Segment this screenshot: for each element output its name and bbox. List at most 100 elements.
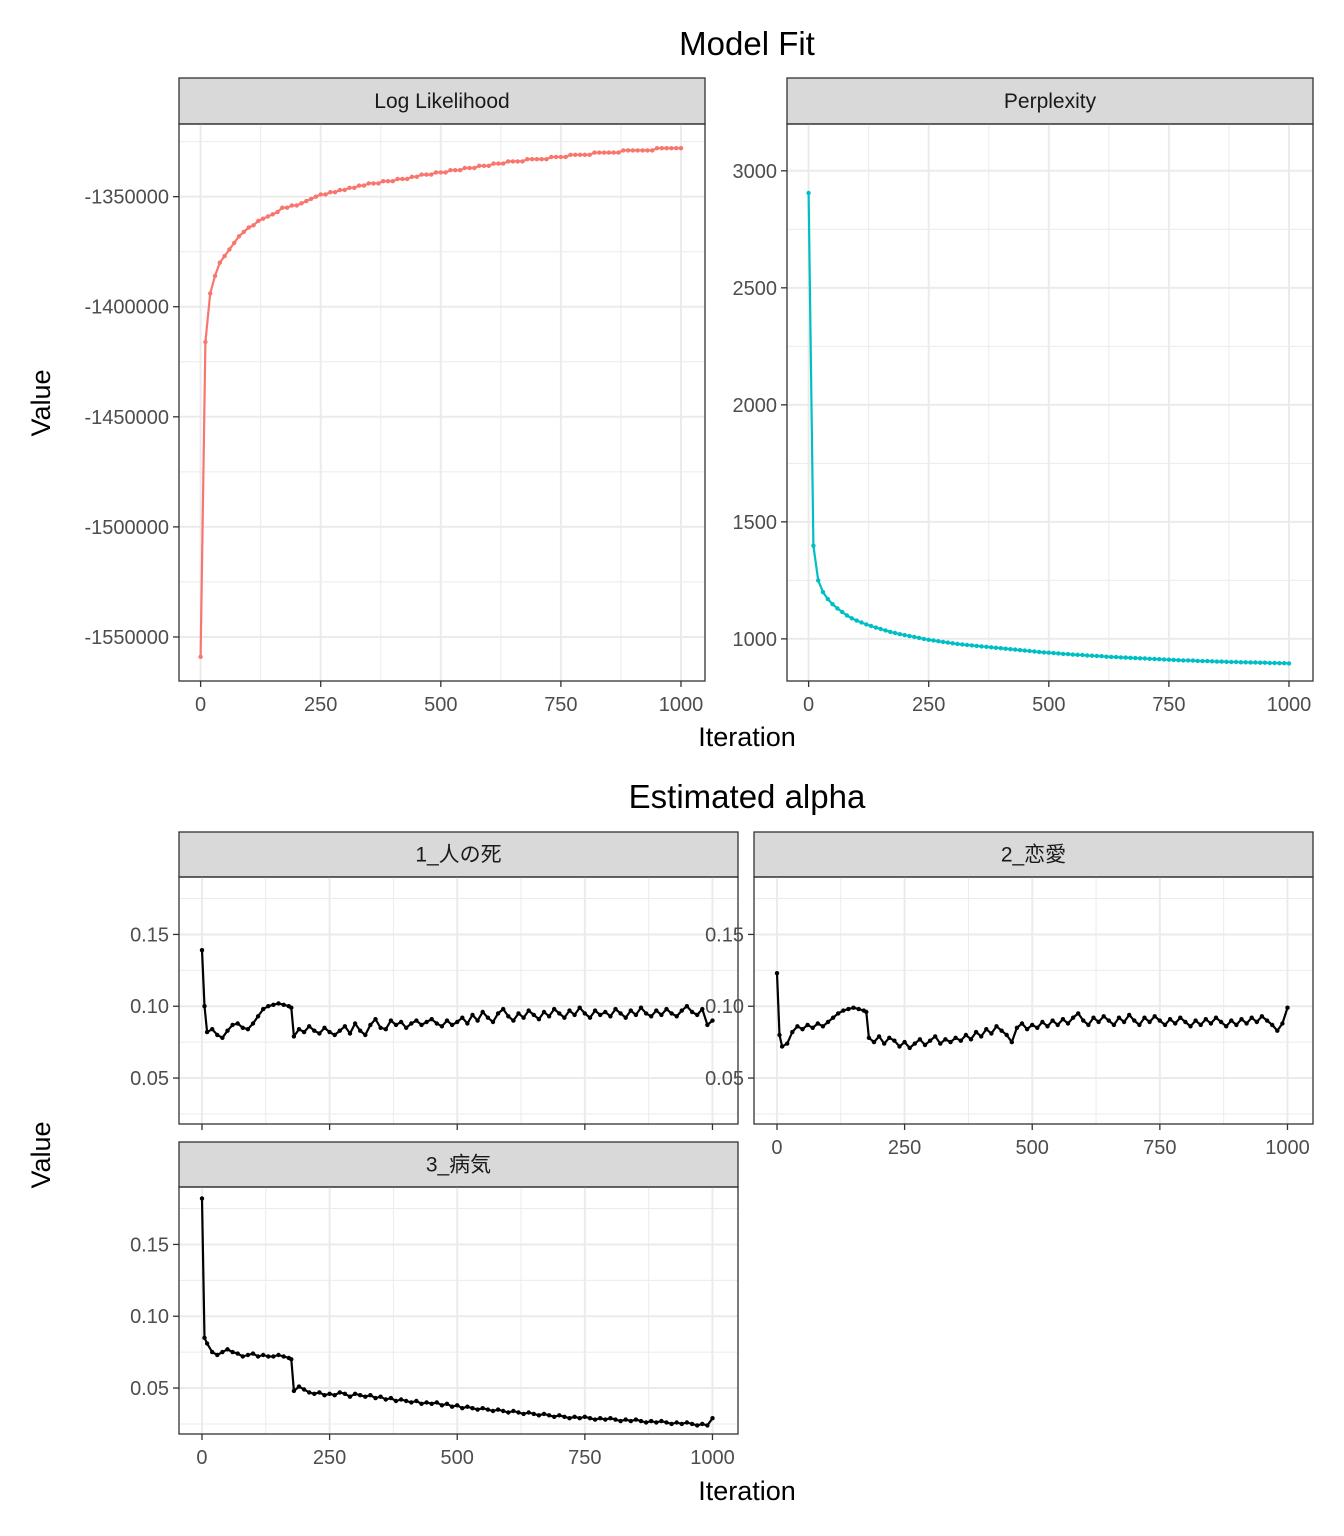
data-point-loglik — [457, 168, 463, 173]
data-point-loglik — [208, 291, 213, 296]
data-point-perplexity — [1113, 654, 1119, 660]
data-point-topic3 — [475, 1407, 480, 1412]
data-point-topic3 — [266, 1354, 271, 1359]
x-tick-label: 250 — [912, 694, 945, 716]
data-point-perplexity — [806, 190, 811, 196]
panel-perplexity: Perplexity 1000 1500 2000 2500 3000 0 250 500 750… — [733, 77, 1314, 716]
data-point-loglik — [371, 181, 376, 186]
bottom-y-axis-title: Value — [26, 1121, 56, 1188]
x-tick-label: 1000 — [690, 1447, 735, 1469]
data-point-topic2 — [851, 1005, 856, 1010]
data-point-topic1 — [506, 1014, 511, 1019]
data-point-topic2 — [882, 1041, 887, 1046]
data-point-topic2 — [1208, 1021, 1214, 1026]
data-point-topic2 — [1249, 1015, 1254, 1020]
data-point-topic3 — [250, 1351, 256, 1356]
data-point-perplexity — [859, 620, 864, 625]
strip-label-perplexity: Perplexity — [1004, 90, 1097, 113]
data-point-loglik — [539, 157, 544, 162]
data-point-topic3 — [679, 1421, 684, 1427]
data-point-topic2 — [1203, 1017, 1209, 1022]
data-point-topic1 — [582, 1011, 587, 1016]
data-point-topic2 — [1157, 1018, 1163, 1023]
data-point-loglik — [246, 225, 251, 230]
data-point-topic1 — [215, 1032, 220, 1038]
data-point-topic2 — [989, 1031, 994, 1036]
x-tick-label: 750 — [1143, 1137, 1176, 1159]
data-point-topic3 — [225, 1347, 230, 1352]
data-point-topic1 — [342, 1024, 348, 1029]
data-point-topic3 — [659, 1418, 664, 1424]
data-point-topic3 — [506, 1410, 511, 1415]
data-point-loglik — [577, 152, 583, 157]
data-point-topic2 — [836, 1011, 841, 1016]
panel-topic2: 2_恋愛 0.05 0.10 0.15 0 250 500 750 1000 — [705, 831, 1314, 1159]
data-point-loglik — [275, 209, 280, 215]
data-point-topic1 — [628, 1008, 633, 1013]
data-point-perplexity — [1037, 649, 1042, 655]
data-point-topic1 — [669, 1011, 674, 1016]
data-point-loglik — [395, 176, 400, 182]
data-point-perplexity — [825, 596, 830, 602]
data-point-loglik — [573, 152, 578, 157]
data-point-perplexity — [1056, 651, 1061, 656]
data-point-loglik — [356, 183, 362, 188]
panel-border-topic1 — [178, 876, 739, 1125]
data-point-loglik — [342, 187, 347, 193]
data-point-perplexity — [945, 640, 951, 645]
data-point-topic3 — [429, 1401, 434, 1407]
data-point-topic1 — [562, 1015, 567, 1020]
data-point-topic1 — [317, 1031, 322, 1036]
data-point-loglik — [212, 273, 218, 279]
data-point-topic2 — [1183, 1019, 1188, 1025]
data-point-topic1 — [439, 1024, 445, 1029]
data-point-topic1 — [291, 1034, 297, 1039]
data-point-topic3 — [337, 1390, 342, 1395]
data-point-perplexity — [1166, 657, 1172, 662]
data-point-topic2 — [938, 1041, 943, 1046]
data-point-perplexity — [1022, 648, 1027, 653]
panels: Log Likelihood -1550000 -1500000 -1450000 -1… — [84, 77, 1314, 1469]
y-tick-label: 1500 — [733, 512, 778, 534]
data-point-perplexity — [984, 644, 989, 649]
data-point-loglik — [385, 179, 391, 184]
data-point-topic2 — [892, 1038, 897, 1043]
data-point-topic1 — [511, 1018, 516, 1023]
data-point-perplexity — [1243, 660, 1248, 665]
data-point-topic1 — [281, 1002, 286, 1007]
top-y-axis-title: Value — [26, 369, 56, 436]
data-point-topic1 — [546, 1014, 552, 1019]
y-tick-label: 0.15 — [130, 1234, 169, 1256]
data-point-topic2 — [1162, 1022, 1168, 1028]
data-point-topic1 — [327, 1029, 332, 1035]
data-point-perplexity — [955, 641, 960, 647]
data-point-perplexity — [840, 609, 845, 615]
data-point-loglik — [405, 176, 410, 182]
data-point-topic1 — [312, 1028, 317, 1033]
data-point-loglik — [587, 152, 592, 157]
data-point-topic1 — [271, 1002, 276, 1007]
data-point-topic1 — [235, 1021, 240, 1026]
data-point-perplexity — [1209, 659, 1215, 664]
data-point-topic2 — [984, 1027, 989, 1032]
data-point-topic1 — [429, 1017, 434, 1022]
data-point-topic3 — [618, 1418, 623, 1424]
data-point-topic3 — [439, 1403, 445, 1408]
data-point-topic3 — [393, 1398, 399, 1404]
data-point-topic3 — [598, 1416, 603, 1421]
data-point-topic2 — [779, 1044, 785, 1049]
data-point-topic2 — [1254, 1019, 1260, 1025]
data-point-topic2 — [1152, 1014, 1157, 1019]
data-point-loglik — [529, 157, 535, 162]
data-point-perplexity — [1061, 651, 1066, 657]
data-point-perplexity — [979, 644, 984, 649]
data-point-perplexity — [1152, 656, 1157, 662]
data-point-topic2 — [777, 1032, 782, 1038]
data-point-topic2 — [1019, 1021, 1025, 1026]
top-x-axis-title: Iteration — [698, 722, 796, 752]
data-point-loglik — [448, 168, 453, 173]
data-point-topic3 — [281, 1354, 286, 1359]
data-point-topic3 — [649, 1418, 654, 1424]
y-tick-label: 0.15 — [130, 924, 169, 946]
y-tick-label: 3000 — [733, 161, 778, 183]
